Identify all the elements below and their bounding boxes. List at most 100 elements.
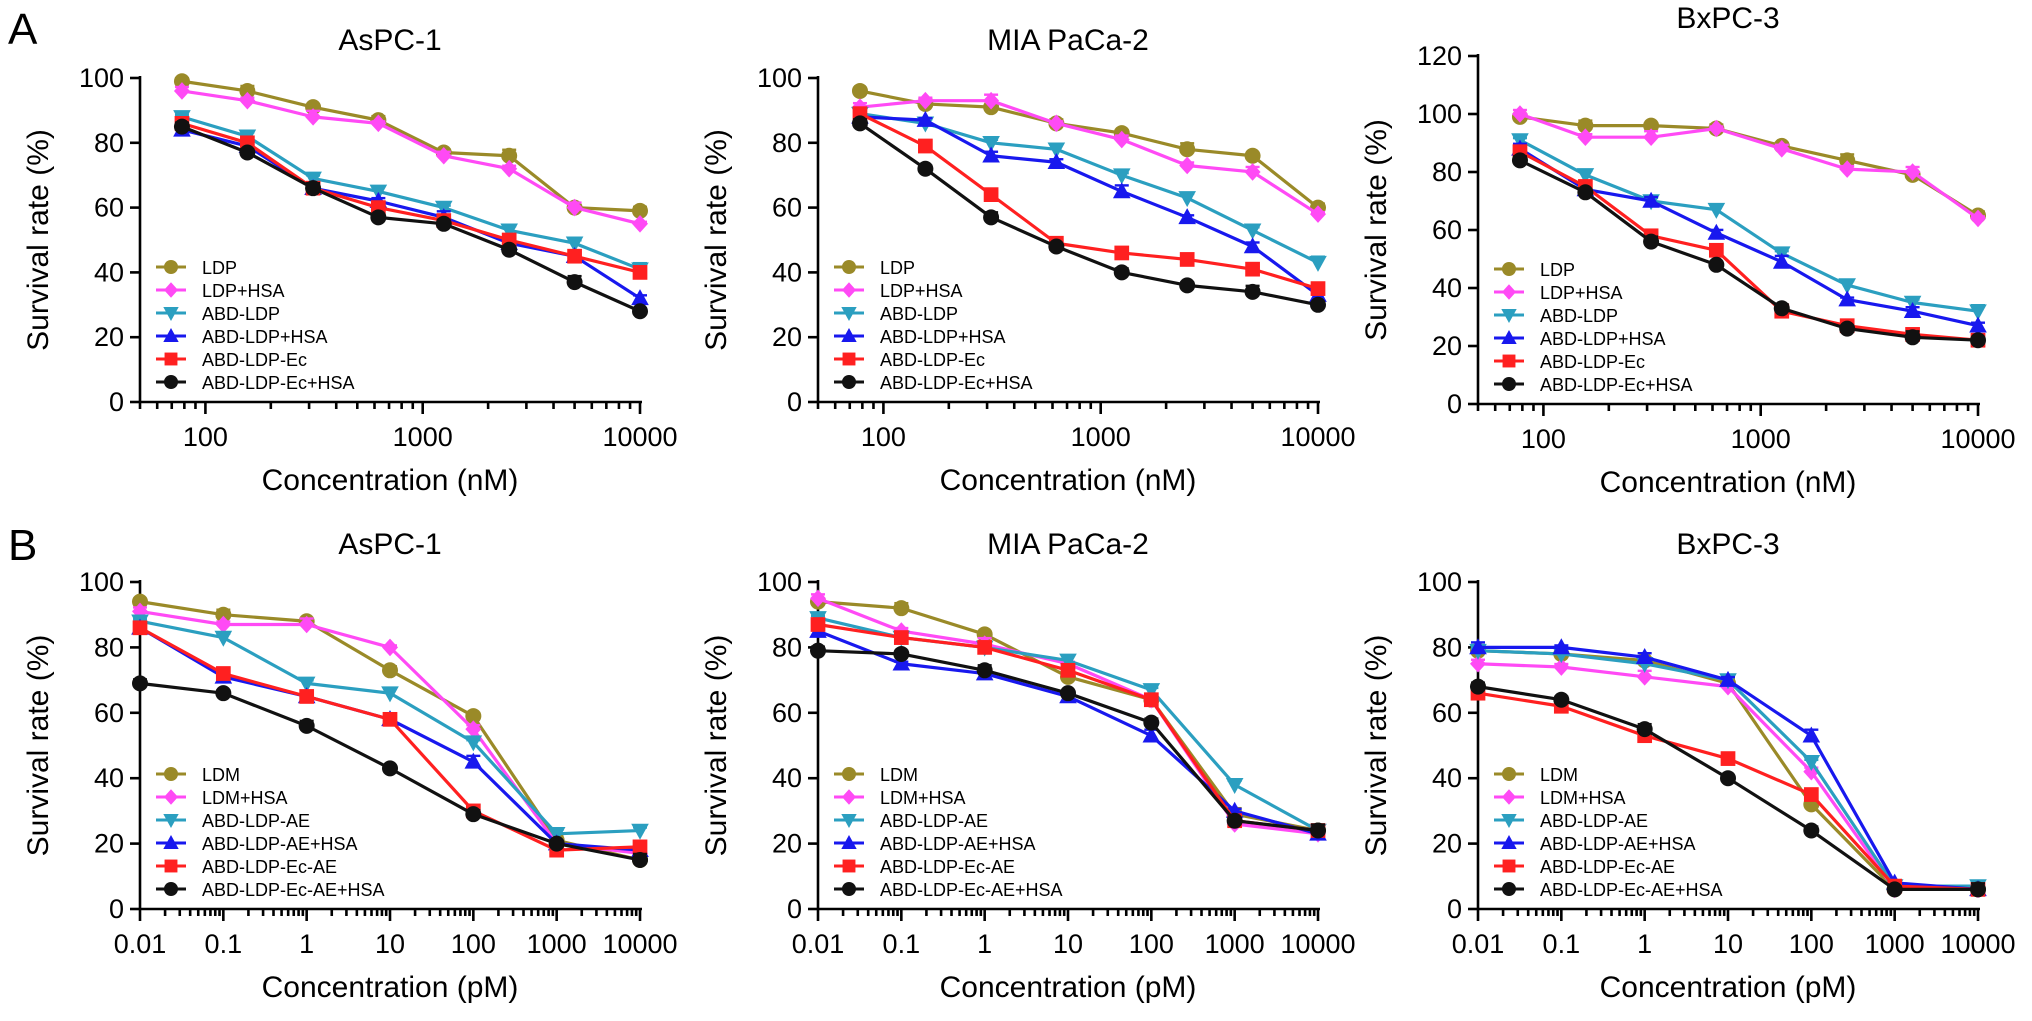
- legend-marker: [1502, 284, 1516, 300]
- y-tick-label: 60: [1432, 215, 1462, 245]
- chart-5: MIA PaCa-2 0 20 40 60 80 100 0.01 0.1 1 10 100 1000 1…: [700, 528, 1356, 1004]
- data-point: [810, 642, 826, 659]
- y-tick-label: 20: [1432, 829, 1462, 859]
- legend-marker: [164, 789, 178, 805]
- x-tick-label: 1000: [1205, 929, 1265, 959]
- data-point: [1244, 283, 1261, 300]
- data-point: [1802, 726, 1821, 743]
- series-line: [1519, 147, 1979, 328]
- y-tick-label: 40: [94, 257, 124, 287]
- legend-marker: [841, 834, 857, 849]
- data-point: [1310, 296, 1326, 313]
- series-ldp: [173, 73, 648, 219]
- legend-label: LDM: [1540, 765, 1578, 785]
- x-tick-label: 1000: [1865, 929, 1925, 959]
- data-point: [173, 73, 190, 90]
- y-axis-label: Survival rate (%): [700, 129, 733, 351]
- y-tick-label: 100: [757, 63, 802, 93]
- data-point: [1838, 290, 1856, 307]
- chart-6: BxPC-3 0 20 40 60 80 100 0.01 0.1 1 10 100 1000 10000…: [1360, 528, 2016, 1004]
- legend-label: ABD-LDP+HSA: [880, 327, 1006, 347]
- series-abd-ldp-ec-hsa: [851, 115, 1326, 313]
- data-point: [1469, 638, 1487, 655]
- data-point: [1179, 141, 1196, 158]
- data-point: [215, 685, 232, 702]
- x-tick-label: 10000: [602, 929, 677, 959]
- data-point: [1969, 316, 1987, 333]
- data-point: [465, 806, 482, 823]
- chart-title: MIA PaCa-2: [987, 24, 1149, 57]
- data-point: [1635, 648, 1654, 665]
- x-tick-label: 10: [1713, 929, 1743, 959]
- data-point: [1178, 191, 1196, 208]
- y-tick-label: 40: [772, 257, 802, 287]
- data-point: [1112, 168, 1131, 185]
- data-point: [893, 600, 910, 617]
- legend-marker: [1502, 377, 1516, 391]
- data-point: [1773, 300, 1790, 317]
- series-line: [859, 112, 1319, 265]
- data-point: [632, 303, 648, 320]
- legend-label: LDM+HSA: [1540, 788, 1626, 808]
- data-point: [239, 144, 256, 161]
- y-tick-label: 80: [1432, 157, 1462, 187]
- series-abd-ldp-ec: [852, 106, 1326, 296]
- y-tick-label: 40: [772, 763, 802, 793]
- chart-3: BxPC-3 0 20 40 60 80 100 120 100 1000 10000 Concent…: [1360, 2, 2016, 499]
- y-tick-label: 0: [787, 894, 802, 924]
- legend-label: LDM: [202, 765, 240, 785]
- y-tick-label: 20: [772, 322, 802, 352]
- x-tick-label: 0.1: [1543, 929, 1581, 959]
- x-tick-label: 10: [375, 929, 405, 959]
- data-point: [501, 241, 518, 258]
- y-tick-label: 80: [1432, 632, 1462, 662]
- data-point: [1903, 302, 1922, 318]
- data-point: [1060, 662, 1076, 678]
- legend-label: ABD-LDP-AE+HSA: [880, 834, 1036, 854]
- legend-label: ABD-LDP-AE: [1540, 811, 1648, 831]
- data-point: [1114, 245, 1130, 261]
- y-tick-label: 20: [94, 322, 124, 352]
- y-tick-label: 20: [94, 829, 124, 859]
- data-point: [1309, 255, 1327, 272]
- x-tick-label: 1: [299, 929, 314, 959]
- x-tick-label: 10: [1053, 929, 1083, 959]
- data-point: [1047, 142, 1066, 159]
- x-tick-label: 0.01: [792, 929, 845, 959]
- data-point: [976, 662, 993, 679]
- legend-marker: [842, 767, 856, 781]
- x-tick-label: 1000: [393, 422, 453, 452]
- data-point: [1577, 184, 1594, 201]
- series-line: [859, 89, 1319, 209]
- data-point: [1310, 822, 1326, 839]
- data-point: [917, 91, 934, 110]
- data-point: [916, 110, 935, 127]
- y-axis-label: Survival rate (%): [700, 635, 733, 857]
- x-tick-label: 100: [451, 929, 496, 959]
- data-point: [299, 689, 315, 704]
- data-point: [173, 82, 190, 100]
- data-point: [1969, 304, 1987, 321]
- legend-label: ABD-LDP-Ec-AE: [1540, 857, 1675, 877]
- x-tick-label: 10000: [1940, 929, 2015, 959]
- data-point: [1636, 721, 1653, 738]
- data-point: [1643, 117, 1660, 134]
- data-point: [1720, 751, 1736, 766]
- y-tick-label: 100: [757, 567, 802, 597]
- y-tick-label: 80: [94, 632, 124, 662]
- data-point: [1179, 156, 1196, 175]
- data-point: [1719, 670, 1737, 687]
- legend-label: LDM: [880, 765, 918, 785]
- series-abd-ldp-ec-hsa: [173, 118, 648, 320]
- x-tick-label: 10000: [602, 422, 677, 452]
- chart-1: AsPC-1 0 20 40 60 80 100 100 1000 10000 Concentrat…: [22, 24, 678, 497]
- data-point: [1142, 683, 1161, 700]
- legend: LDM LDM+HSA ABD-LDP-AE ABD-LDP-AE+HSA ABD-LD…: [156, 765, 385, 900]
- legend: LDP LDP+HSA ABD-LDP ABD-LDP+HSA ABD-LDP-Ec AB…: [156, 258, 355, 393]
- legend-marker: [164, 767, 178, 781]
- y-axis-label: Survival rate (%): [22, 129, 55, 351]
- data-point: [382, 711, 398, 727]
- data-point: [173, 118, 190, 135]
- legend-label: LDP: [202, 258, 237, 278]
